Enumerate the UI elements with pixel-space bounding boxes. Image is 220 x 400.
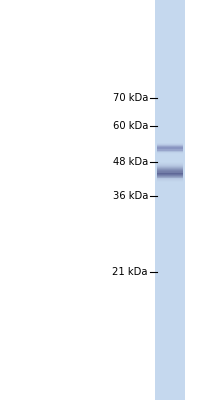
Bar xyxy=(157,143,183,144)
Bar xyxy=(157,168,183,170)
Bar xyxy=(157,178,183,180)
Bar xyxy=(157,151,183,152)
Bar xyxy=(157,167,183,169)
Bar xyxy=(157,175,183,178)
Bar xyxy=(157,146,183,147)
Bar xyxy=(157,165,183,167)
Text: 60 kDa: 60 kDa xyxy=(113,121,148,131)
Bar xyxy=(157,172,183,175)
Bar xyxy=(157,177,183,180)
Bar xyxy=(155,0,185,400)
Bar xyxy=(157,169,183,171)
Bar xyxy=(157,174,183,176)
Bar xyxy=(157,146,183,147)
Bar xyxy=(157,148,183,149)
Bar xyxy=(157,162,183,164)
Bar xyxy=(157,144,183,145)
Bar xyxy=(157,148,183,150)
Bar xyxy=(157,174,183,176)
Bar xyxy=(157,176,183,178)
Bar xyxy=(157,152,183,154)
Bar xyxy=(157,142,183,144)
Text: 21 kDa: 21 kDa xyxy=(112,267,148,277)
Bar xyxy=(157,147,183,148)
Bar xyxy=(157,152,183,153)
Text: 36 kDa: 36 kDa xyxy=(113,191,148,201)
Bar xyxy=(157,166,183,168)
Text: 48 kDa: 48 kDa xyxy=(113,157,148,167)
Bar xyxy=(157,149,183,150)
Text: 70 kDa: 70 kDa xyxy=(113,93,148,103)
Bar xyxy=(157,179,183,181)
Bar xyxy=(157,152,183,153)
Bar xyxy=(157,170,183,172)
Bar xyxy=(157,163,183,165)
Bar xyxy=(157,172,183,174)
Bar xyxy=(157,164,183,166)
Bar xyxy=(157,145,183,146)
Bar xyxy=(157,150,183,152)
Bar xyxy=(157,145,183,146)
Bar xyxy=(157,150,183,151)
Bar xyxy=(157,180,183,182)
Bar xyxy=(157,147,183,148)
Bar xyxy=(157,149,183,150)
Bar xyxy=(157,171,183,173)
Bar xyxy=(157,144,183,145)
